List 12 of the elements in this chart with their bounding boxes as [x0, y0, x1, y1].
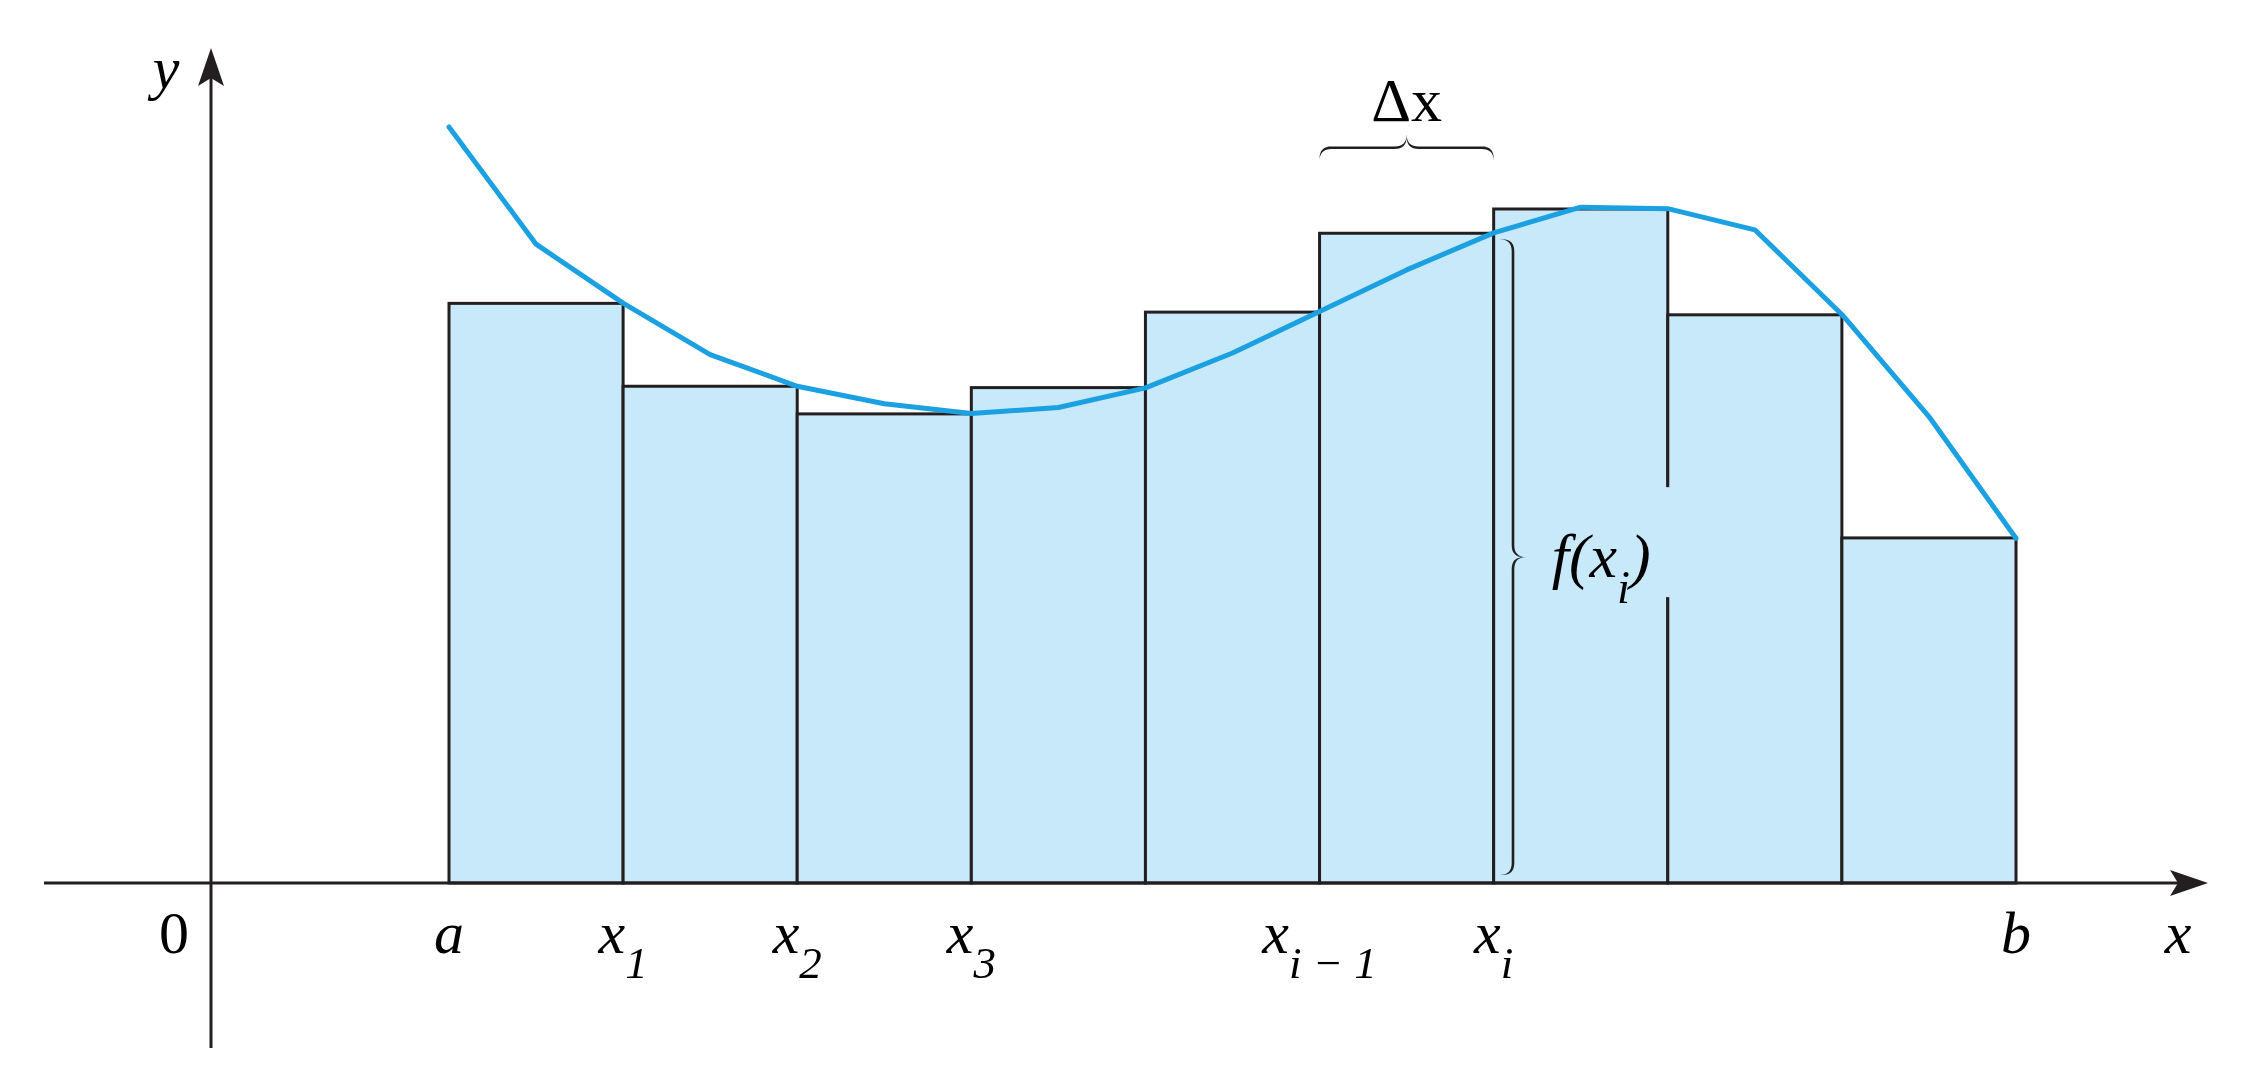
x-tick-label: a [434, 900, 464, 966]
x-tick-label: b [2001, 900, 2031, 966]
x-tick-label: x$_{1}$ [597, 900, 648, 988]
annotation: f(x$_{i}$) [1551, 522, 1651, 613]
x-tick-label: x$_{3}$ [945, 900, 996, 988]
y-axis-title: y [146, 35, 180, 101]
text: 0 [159, 900, 189, 966]
annotation: Δx [1371, 66, 1443, 134]
x-axis-title: x [2163, 900, 2192, 966]
x-tick-label: x$_{2}$ [771, 900, 822, 988]
x-tick-label: x$_{i − 1}$ [1261, 900, 1377, 988]
x-tick-label: x$_{i}$ [1473, 900, 1514, 988]
